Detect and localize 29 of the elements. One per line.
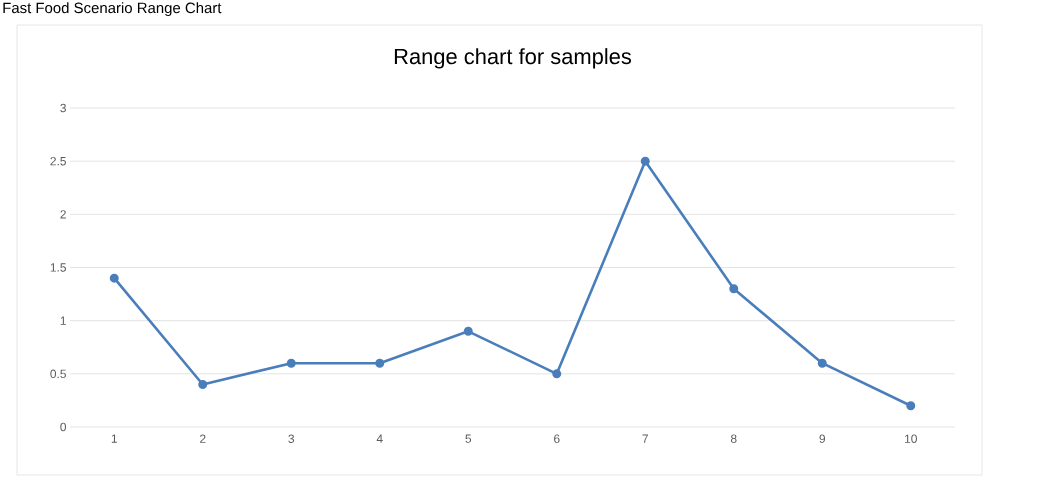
point bbox=[906, 401, 916, 411]
x-tick-label: 8 bbox=[730, 434, 737, 443]
point bbox=[375, 358, 385, 368]
point bbox=[286, 358, 296, 368]
point bbox=[729, 284, 739, 294]
x-tick-label: 5 bbox=[465, 434, 472, 443]
x-tick-label: 9 bbox=[819, 434, 826, 443]
y-tick-label: 0.5 bbox=[50, 369, 66, 379]
text: Fast Food Scenario Range Chart bbox=[3, 2, 222, 17]
chart-title: Range chart for samples bbox=[394, 48, 632, 69]
y-tick-label: 0 bbox=[60, 422, 67, 432]
y-tick-label: 3 bbox=[60, 103, 66, 113]
x-tick-label: 10 bbox=[905, 434, 917, 443]
point bbox=[109, 273, 119, 283]
y-tick-label: 1 bbox=[60, 316, 66, 325]
x-tick-label: 2 bbox=[200, 434, 206, 443]
x-tick-label: 3 bbox=[288, 434, 295, 443]
point bbox=[198, 379, 208, 389]
x-tick-label: 4 bbox=[376, 434, 383, 443]
y-tick-label: 2.5 bbox=[50, 156, 66, 166]
x-tick-label: 1 bbox=[111, 434, 117, 443]
point bbox=[552, 369, 562, 379]
x-tick-label: 6 bbox=[554, 434, 560, 443]
y-tick-label: 1.5 bbox=[50, 263, 66, 272]
point bbox=[463, 326, 473, 336]
x-tick-label: 7 bbox=[642, 434, 648, 443]
point bbox=[640, 156, 650, 166]
point bbox=[817, 358, 827, 368]
y-tick-label: 2 bbox=[60, 210, 66, 219]
